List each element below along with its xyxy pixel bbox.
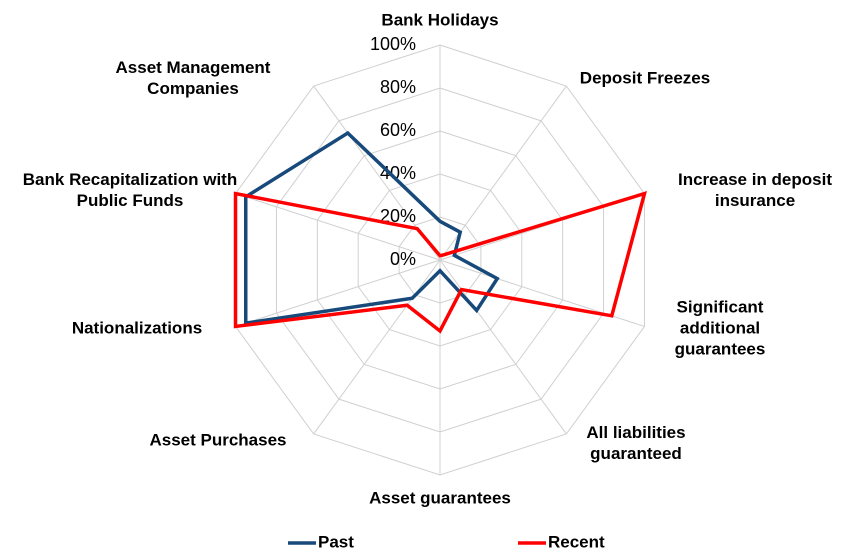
category-label: Bank Recapitalization with Public Funds bbox=[22, 170, 238, 210]
series-line bbox=[233, 190, 647, 334]
category-label: Nationalizations bbox=[71, 318, 203, 338]
category-label: Asset Management Companies bbox=[115, 58, 271, 98]
legend-label: Recent bbox=[548, 532, 605, 551]
spoke bbox=[439, 259, 567, 435]
spoke bbox=[235, 259, 441, 327]
category-label: Asset guarantees bbox=[369, 488, 511, 508]
spoke bbox=[235, 193, 441, 261]
category-label: Increase in deposit insurance bbox=[678, 170, 832, 210]
y-tick-label: 20% bbox=[380, 206, 416, 226]
category-label: Significant additional guarantees bbox=[674, 297, 766, 359]
spoke bbox=[439, 259, 645, 327]
category-label: Asset Purchases bbox=[149, 430, 287, 450]
y-tick-label: 0% bbox=[390, 249, 416, 269]
y-tick-label: 60% bbox=[380, 120, 416, 140]
legend-label: Past bbox=[318, 532, 354, 551]
category-label: All liabilities guaranteed bbox=[586, 423, 686, 463]
spoke bbox=[313, 259, 441, 435]
y-tick-label: 40% bbox=[380, 163, 416, 183]
y-tick-label: 80% bbox=[380, 77, 416, 97]
y-tick-label: 100% bbox=[370, 34, 416, 54]
category-label: Bank Holidays bbox=[381, 10, 499, 30]
series-line bbox=[243, 130, 500, 326]
category-label: Deposit Freezes bbox=[579, 68, 711, 88]
